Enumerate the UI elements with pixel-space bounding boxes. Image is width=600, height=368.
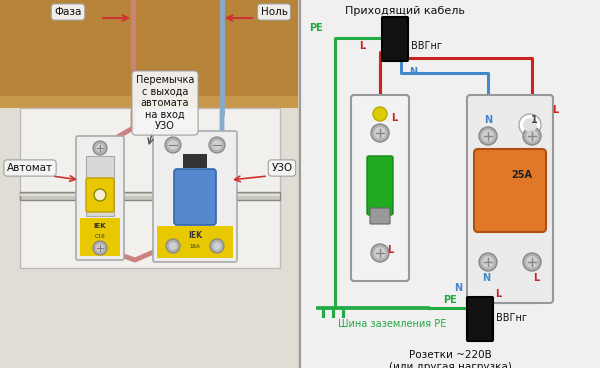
Circle shape (93, 141, 107, 155)
FancyBboxPatch shape (382, 17, 408, 61)
Circle shape (479, 127, 497, 145)
Text: L: L (387, 245, 393, 255)
Circle shape (94, 189, 106, 201)
Text: PE: PE (443, 295, 457, 305)
Text: N: N (409, 67, 417, 77)
Text: ВВГнг: ВВГнг (411, 41, 442, 51)
Text: ВВГнг: ВВГнг (496, 313, 527, 323)
Text: Шина заземления PE: Шина заземления PE (338, 319, 446, 329)
Circle shape (96, 144, 104, 152)
Text: N: N (482, 273, 490, 283)
Circle shape (523, 253, 541, 271)
Circle shape (482, 130, 494, 142)
Text: 25A: 25A (511, 170, 533, 180)
Circle shape (96, 244, 104, 252)
Text: Перемычка
с выхода
автомата
на вход
УЗО: Перемычка с выхода автомата на вход УЗО (136, 75, 194, 131)
Text: L: L (495, 289, 501, 299)
Text: L: L (391, 113, 397, 123)
Text: L: L (359, 41, 365, 51)
Bar (20, 194, 280, 196)
Circle shape (373, 107, 387, 121)
Text: C16: C16 (95, 234, 106, 238)
FancyBboxPatch shape (153, 131, 237, 262)
Circle shape (479, 253, 497, 271)
Bar (0, 0, 298, 98)
Text: 1: 1 (530, 115, 538, 125)
Text: L: L (552, 105, 558, 115)
Circle shape (93, 241, 107, 255)
Bar (300, 0, 600, 368)
FancyBboxPatch shape (86, 178, 114, 212)
Bar (20, 108, 280, 268)
Circle shape (371, 124, 389, 142)
FancyBboxPatch shape (367, 156, 393, 215)
Circle shape (209, 137, 225, 153)
FancyBboxPatch shape (174, 169, 216, 225)
Bar (20, 192, 280, 200)
Circle shape (371, 244, 389, 262)
Text: IEK: IEK (188, 231, 202, 241)
Circle shape (526, 130, 538, 142)
Bar (86, 156, 114, 216)
Text: PE: PE (309, 23, 323, 33)
Bar (157, 226, 233, 258)
Text: N: N (484, 115, 492, 125)
Circle shape (210, 239, 224, 253)
Text: Schneider: Schneider (493, 165, 499, 193)
Text: УЗО: УЗО (271, 163, 293, 173)
FancyBboxPatch shape (467, 297, 493, 341)
Bar (80, 218, 120, 256)
Circle shape (165, 137, 181, 153)
Circle shape (213, 242, 221, 250)
Circle shape (168, 140, 178, 150)
Circle shape (482, 256, 494, 268)
Text: 16A: 16A (190, 244, 200, 248)
Text: Розетки ~220В
(или другая нагрузка): Розетки ~220В (или другая нагрузка) (389, 350, 511, 368)
FancyBboxPatch shape (370, 208, 390, 224)
Text: Schneider: Schneider (386, 164, 391, 192)
Bar (0, 108, 298, 368)
FancyBboxPatch shape (474, 149, 546, 232)
Text: IEK: IEK (94, 223, 106, 229)
Circle shape (523, 127, 541, 145)
Text: Приходящий кабель: Приходящий кабель (345, 6, 465, 16)
Text: Автомат: Автомат (7, 163, 53, 173)
Bar (0, 96, 298, 110)
Text: iC60N: iC60N (386, 195, 391, 211)
Circle shape (519, 114, 541, 136)
Text: Фаза: Фаза (55, 7, 82, 17)
Circle shape (166, 239, 180, 253)
Circle shape (169, 242, 177, 250)
Text: Ноль: Ноль (260, 7, 287, 17)
FancyBboxPatch shape (467, 95, 553, 303)
Text: L: L (533, 273, 539, 283)
Circle shape (374, 127, 386, 139)
FancyBboxPatch shape (76, 136, 124, 260)
FancyBboxPatch shape (351, 95, 409, 281)
Bar (183, 154, 207, 168)
Circle shape (523, 118, 537, 132)
Text: N: N (454, 283, 462, 293)
Circle shape (526, 256, 538, 268)
Circle shape (374, 247, 386, 259)
Circle shape (212, 140, 222, 150)
